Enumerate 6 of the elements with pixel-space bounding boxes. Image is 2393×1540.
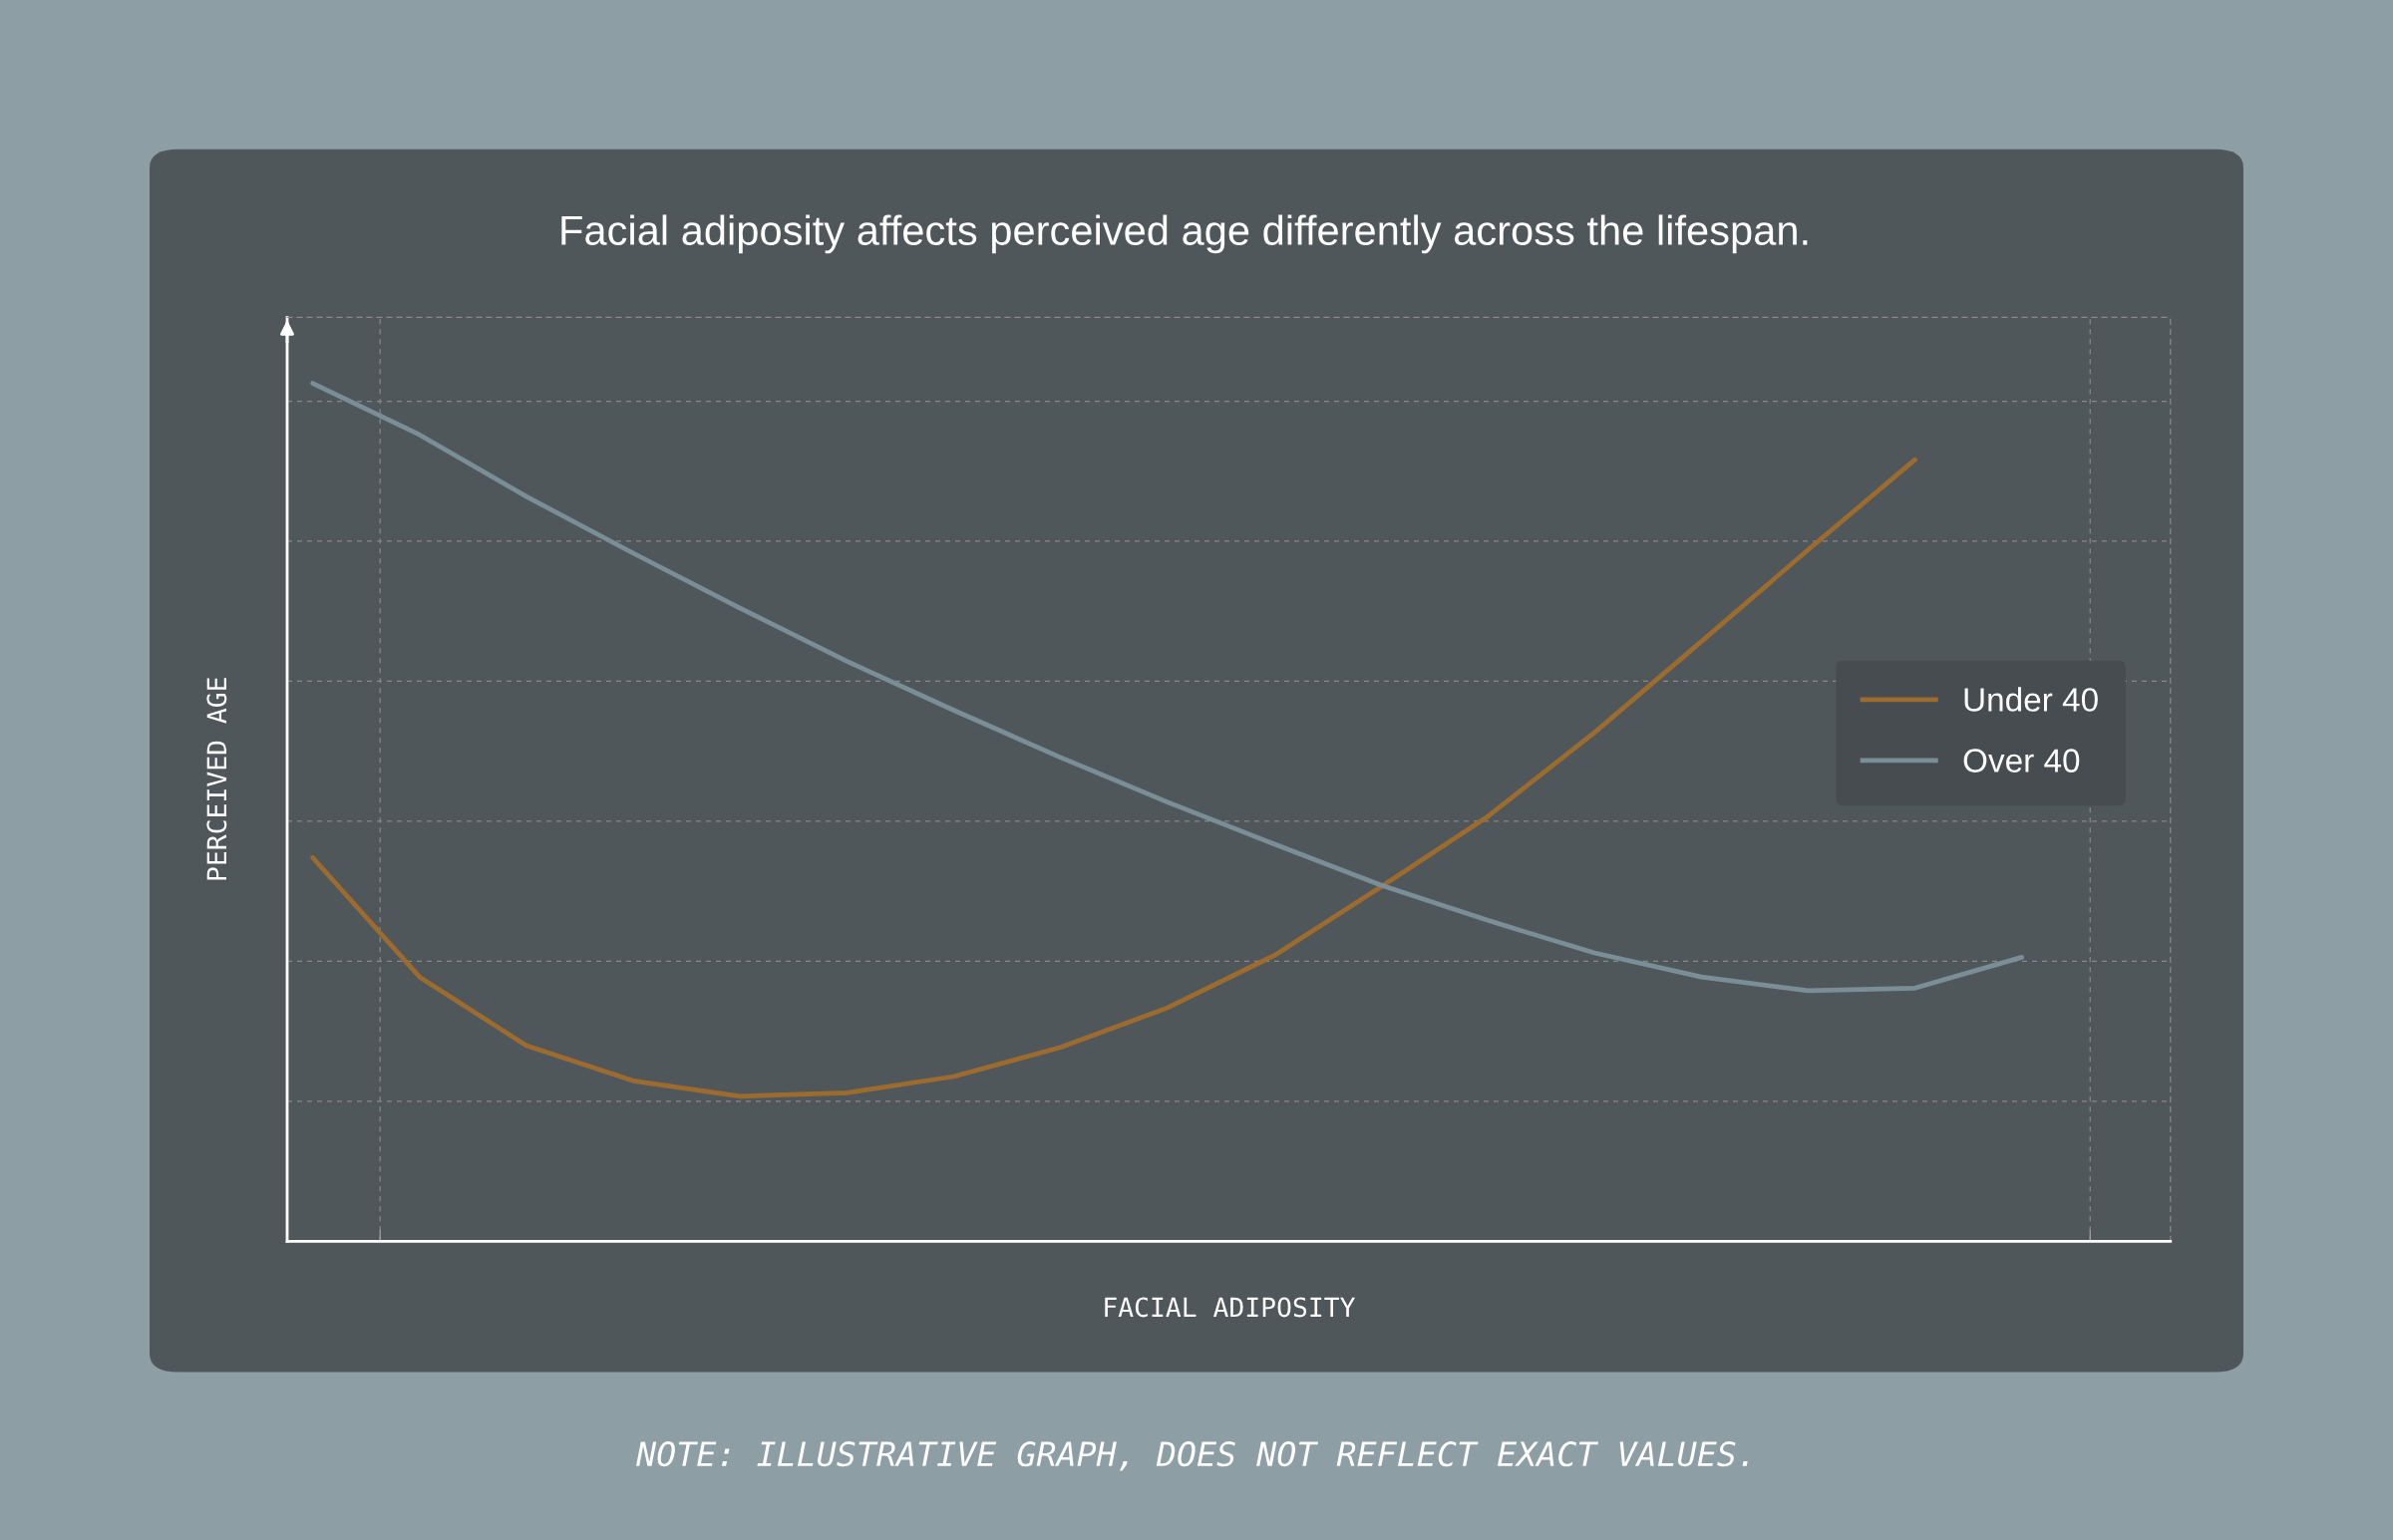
x-axis-title: FACIAL ADIPOSITY [1105,1297,1356,1318]
legend-label: Over 40 [1963,749,2080,772]
text: NOTE: ILLUSTRATIVE GRAPH, DOES NOT REFLECT EXACT VALUES. [636,1441,1748,1471]
chart-title: Facial adiposity affects perceived age differently across the lifespan. [561,214,1808,254]
y-axis-title: PERCEIVED AGE [206,678,227,880]
legend-label: Under 40 [1964,687,2098,712]
